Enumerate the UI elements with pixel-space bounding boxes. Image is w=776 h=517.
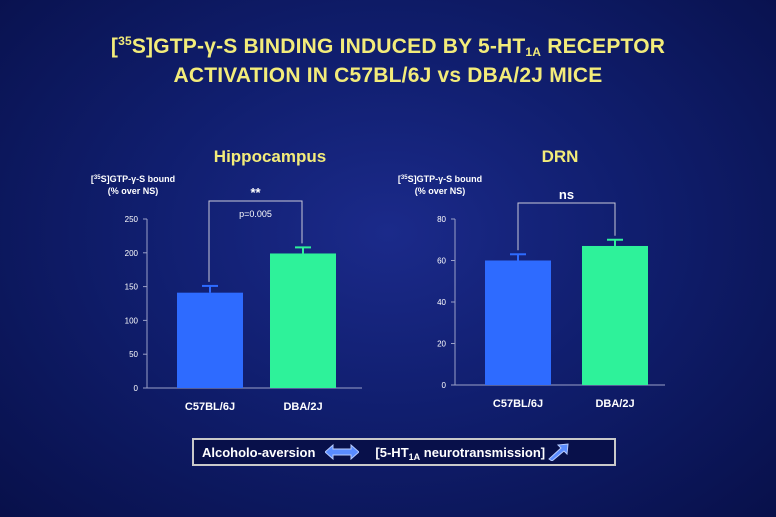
chart-1-ytick-label: 100 — [125, 316, 139, 325]
chart-1-ytick-label: 50 — [129, 350, 138, 359]
chart-1-ytick-label: 150 — [125, 283, 139, 292]
chart-1-ylabel: [35S]GTP-γ-S bound — [91, 174, 175, 184]
title-line-1: [35S]GTP-γ-S BINDING INDUCED BY 5-HT1A R… — [110, 34, 666, 59]
chart-2-ytick-label: 20 — [437, 340, 446, 349]
chart-1-bar — [177, 292, 243, 388]
up-arrow-icon — [547, 443, 569, 461]
chart-1-significance-bracket — [208, 200, 303, 282]
slide-title: [35S]GTP-γ-S BINDING INDUCED BY 5-HT1A R… — [0, 32, 776, 90]
chart-1-p-value-label: p=0.005 — [239, 209, 272, 219]
summary-left-text: Alcoholo-aversion — [202, 444, 316, 460]
chart-2-bar — [582, 245, 648, 385]
chart-2-ytick-label: 80 — [437, 215, 446, 224]
chart-1-bar — [270, 253, 336, 388]
chart-2-ylabel-line2: (% over NS) — [415, 186, 466, 196]
chart-2-ytick-label: 60 — [437, 257, 446, 266]
chart-1-significance-label: ** — [250, 185, 261, 200]
summary-right-text: [5-HT1A neurotransmission] — [375, 444, 546, 462]
chart-1-title: Hippocampus — [214, 147, 326, 166]
chart-2-title: DRN — [542, 147, 579, 166]
chart-1-ylabel-line2: (% over NS) — [108, 186, 159, 196]
chart-1-category-label: DBA/2J — [283, 401, 322, 413]
chart-2-significance-bracket — [517, 202, 616, 251]
chart-2-ytick-label: 40 — [437, 298, 446, 307]
title-line-2: ACTIVATION IN C57BL/6J vs DBA/2J MICE — [173, 64, 603, 87]
chart-2-significance-label: ns — [559, 187, 574, 202]
chart-1-ytick-label: 200 — [125, 249, 139, 258]
chart-1-ytick-label: 250 — [125, 215, 139, 224]
chart-1-ytick-label: 0 — [134, 384, 139, 393]
summary-box: Alcoholo-aversion [5-HT1A neurotransmiss… — [192, 438, 616, 466]
chart-1-category-label: C57BL/6J — [185, 401, 235, 413]
chart-2-bar — [485, 260, 551, 385]
chart-2-ytick-label: 0 — [442, 381, 447, 390]
chart-2-category-label: C57BL/6J — [493, 398, 543, 410]
double-arrow-icon — [325, 444, 360, 460]
chart-2-ylabel: [35S]GTP-γ-S bound — [398, 174, 482, 184]
chart-2-category-label: DBA/2J — [595, 398, 634, 410]
